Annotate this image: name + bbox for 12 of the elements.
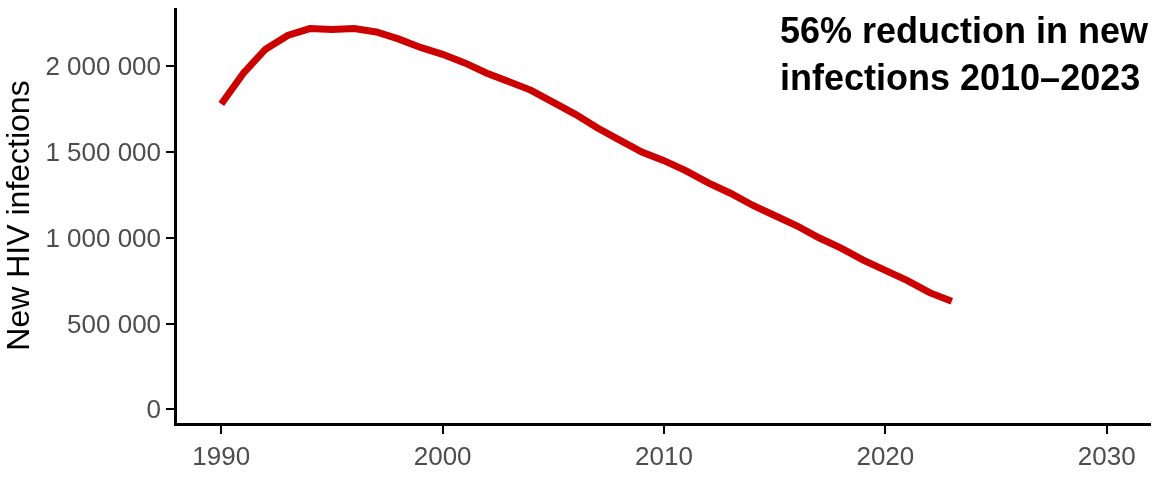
x-tick-label: 2020 <box>856 440 915 471</box>
y-axis-title: New HIV infections <box>0 80 36 351</box>
x-tick-label: 2010 <box>635 440 693 471</box>
annotation: 56% reduction in new infections 2010–2023 <box>780 10 1150 98</box>
y-tick-label: 0 <box>146 394 162 425</box>
y-tick-label: 1 000 000 <box>45 222 162 253</box>
x-tick-label: 1990 <box>192 440 251 471</box>
x-tick-label: 2000 <box>413 440 472 471</box>
x-tick-label: 2030 <box>1077 440 1136 471</box>
y-tick-label: 1 500 000 <box>45 137 162 168</box>
y-tick-label: 500 000 <box>67 308 162 339</box>
y-tick-label: 2 000 000 <box>45 51 162 82</box>
